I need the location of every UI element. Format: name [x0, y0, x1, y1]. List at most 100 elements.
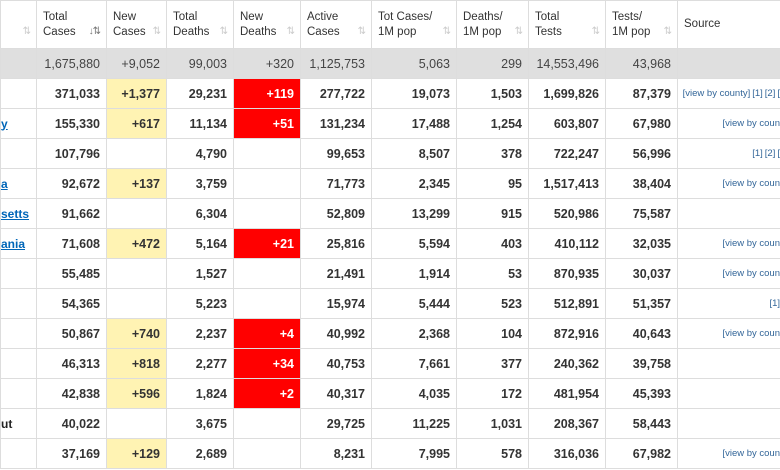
source-link[interactable]: [1] [752, 88, 763, 99]
source-link[interactable]: [1] [752, 148, 763, 159]
column-header-tests-per-m[interactable]: Tests/1M pop ⇅ [605, 0, 678, 49]
column-header-state[interactable]: ⇅ [0, 0, 37, 49]
sort-icon[interactable]: ⇅ [591, 26, 600, 37]
cell-state [0, 138, 37, 169]
column-header-total-tests[interactable]: Total Tests ⇅ [528, 0, 606, 49]
cell-active-cases: 71,773 [300, 168, 372, 199]
cell-total-tests: 481,954 [528, 378, 606, 409]
source-link[interactable]: [2] [764, 88, 776, 99]
cell-tests-per-m: 67,982 [605, 438, 678, 469]
source-link[interactable]: [view by county] [682, 88, 751, 99]
table-row: setts 91,662 6,304 52,809 13,299 915 520,986 75… [0, 198, 780, 229]
cell-active-cases: 40,992 [300, 318, 372, 349]
cell-state [0, 48, 37, 79]
cell-source [677, 348, 780, 379]
cell-state[interactable]: a [0, 168, 37, 199]
cell-source: [view by coun [677, 228, 780, 259]
cell-cases-per-m: 7,995 [371, 438, 457, 469]
cell-deaths-per-m: 95 [456, 168, 529, 199]
table-row: 42,838 +596 1,824 +2 40,317 4,035 172 481,954 45… [0, 378, 780, 409]
source-link[interactable]: [view by coun [722, 178, 780, 189]
column-header-deaths-per-m[interactable]: Deaths/1M pop ⇅ [456, 0, 529, 49]
cell-active-cases: 277,722 [300, 78, 372, 109]
cell-total-tests: 208,367 [528, 408, 606, 439]
cell-new-deaths: +4 [233, 318, 301, 349]
cell-state[interactable]: ania [0, 228, 37, 259]
cell-source: [view by coun [677, 168, 780, 199]
sort-icon[interactable]: ⇅ [514, 26, 523, 37]
cell-cases-per-m: 5,063 [371, 48, 457, 79]
cell-active-cases: 99,653 [300, 138, 372, 169]
source-link[interactable]: [1] [769, 298, 780, 309]
cell-total-cases: 371,033 [36, 78, 107, 109]
column-header-new-deaths[interactable]: New Deaths ⇅ [233, 0, 301, 49]
cell-total-tests: 872,916 [528, 318, 606, 349]
table-row: 371,033 +1,377 29,231 +119 277,722 19,073 1,50… [0, 78, 780, 109]
sort-icon[interactable]: ⇅ [219, 26, 228, 37]
state-link[interactable]: y [1, 116, 8, 131]
sort-icon[interactable]: ⇅ [442, 26, 451, 37]
column-header-total-cases[interactable]: Total Cases ↓⇅ [36, 0, 107, 49]
column-header-label: Deaths/ [463, 10, 503, 23]
column-header-cases-per-m[interactable]: Tot Cases/1M pop ⇅ [371, 0, 457, 49]
cell-deaths-per-m: 1,031 [456, 408, 529, 439]
table-row: ut 40,022 3,675 29,725 11,225 1,031 208,367 58,… [0, 408, 780, 439]
cell-total-cases: 155,330 [36, 108, 107, 139]
sort-icon[interactable]: ⇅ [286, 26, 295, 37]
column-header-new-cases[interactable]: New Cases ⇅ [106, 0, 167, 49]
cell-active-cases: 52,809 [300, 198, 372, 229]
state-link[interactable]: setts [1, 206, 30, 221]
source-link[interactable]: [ [777, 88, 780, 99]
sort-icon[interactable]: ⇅ [663, 26, 672, 37]
source-link[interactable]: [ [777, 148, 780, 159]
cell-tests-per-m: 43,968 [605, 48, 678, 79]
cell-new-deaths [233, 168, 301, 199]
sort-icon[interactable]: ↓⇅ [88, 26, 101, 37]
column-header-label: Tot Cases/ [378, 10, 433, 23]
cell-active-cases: 25,816 [300, 228, 372, 259]
column-header-total-deaths[interactable]: Total Deaths ⇅ [166, 0, 234, 49]
source-link[interactable]: [view by coun [722, 118, 780, 129]
cell-state[interactable]: setts [0, 198, 37, 229]
cell-total-deaths: 2,277 [166, 348, 234, 379]
table-row: 37,169 +129 2,689 8,231 7,995 578 316,036 67,98… [0, 438, 780, 469]
sort-icon[interactable]: ⇅ [357, 26, 366, 37]
state-link[interactable]: a [1, 176, 8, 191]
cell-deaths-per-m: 578 [456, 438, 529, 469]
source-link[interactable]: [view by coun [722, 268, 780, 279]
sort-icon[interactable]: ⇅ [22, 26, 31, 37]
cell-deaths-per-m: 403 [456, 228, 529, 259]
cell-cases-per-m: 8,507 [371, 138, 457, 169]
source-link[interactable]: [view by coun [722, 328, 780, 339]
cell-new-cases: +9,052 [106, 48, 167, 79]
cell-new-deaths: +21 [233, 228, 301, 259]
cell-cases-per-m: 2,345 [371, 168, 457, 199]
cell-new-deaths [233, 138, 301, 169]
cell-cases-per-m: 4,035 [371, 378, 457, 409]
cell-tests-per-m: 32,035 [605, 228, 678, 259]
cell-tests-per-m: 40,643 [605, 318, 678, 349]
cell-total-tests: 1,699,826 [528, 78, 606, 109]
cell-state[interactable]: y [0, 108, 37, 139]
cell-active-cases: 29,725 [300, 408, 372, 439]
state-link[interactable]: ania [1, 236, 26, 251]
table-row: 54,365 5,223 15,974 5,444 523 512,891 51,357 [1… [0, 288, 780, 319]
cell-tests-per-m: 87,379 [605, 78, 678, 109]
cell-new-cases: +740 [106, 318, 167, 349]
column-header-label: Deaths [173, 25, 210, 38]
cell-source: [view by county] [1] [2][ [677, 78, 780, 109]
column-header-label: Cases [307, 25, 340, 38]
column-header-label: Active [307, 10, 339, 23]
sort-icon[interactable]: ⇅ [152, 26, 161, 37]
cell-total-cases: 71,608 [36, 228, 107, 259]
source-link[interactable]: [2] [764, 148, 776, 159]
column-header-source[interactable]: Source [677, 0, 780, 49]
cell-total-deaths: 2,237 [166, 318, 234, 349]
column-header-active-cases[interactable]: Active Cases ⇅ [300, 0, 372, 49]
cell-tests-per-m: 45,393 [605, 378, 678, 409]
table-body: 1,675,880 +9,052 99,003 +320 1,125,753 5,063 2… [0, 48, 780, 469]
source-link[interactable]: [view by coun [722, 238, 780, 249]
source-link[interactable]: [view by coun [722, 448, 780, 459]
cell-source: [view by coun [677, 318, 780, 349]
cell-cases-per-m: 7,661 [371, 348, 457, 379]
